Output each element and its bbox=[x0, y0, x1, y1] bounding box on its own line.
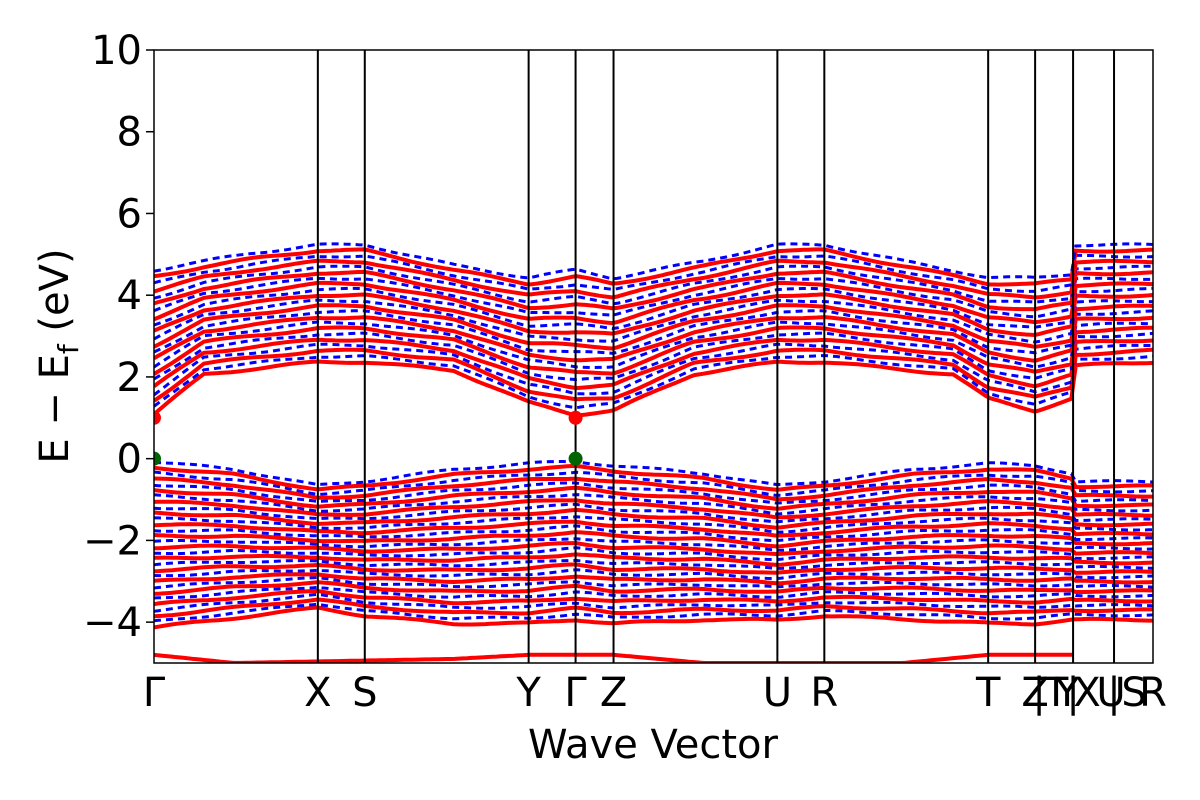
valence-band-line-18 bbox=[154, 519, 1153, 538]
x-tick-label-12: Y bbox=[1054, 670, 1080, 716]
x-tick-label-7: R bbox=[810, 670, 838, 716]
valence-band-line-15 bbox=[154, 537, 1153, 552]
conduction-band-line-13 bbox=[154, 286, 1153, 331]
x-tick-label-14: X bbox=[1073, 670, 1100, 716]
y-axis-title-unit: (eV) bbox=[32, 248, 78, 344]
conduction-band-line-15 bbox=[154, 276, 1153, 319]
valence-band-line-11 bbox=[154, 558, 1153, 570]
conduction-band-line-6 bbox=[154, 325, 1153, 376]
cbm-marker-1 bbox=[568, 410, 583, 425]
vbm-marker-0 bbox=[154, 451, 161, 466]
cbm-marker-0 bbox=[154, 410, 161, 425]
y-axis-title-main: E − E bbox=[32, 354, 78, 464]
y-tick-label-4: 4 bbox=[117, 273, 142, 319]
y-tick-label-3: 2 bbox=[117, 355, 142, 401]
y-axis-title-sub: f bbox=[52, 343, 85, 354]
x-tick-label-10: | bbox=[1032, 670, 1045, 716]
valence-band-line-14 bbox=[154, 541, 1153, 557]
conduction-band-line-11 bbox=[154, 298, 1153, 344]
x-tick-label-3: Y bbox=[515, 670, 541, 716]
conduction-band-line-5 bbox=[154, 331, 1153, 382]
x-axis-title: Wave Vector bbox=[528, 722, 779, 768]
conduction-band-line-18 bbox=[154, 258, 1153, 300]
conduction-band-line-16 bbox=[154, 269, 1153, 312]
valence-band-line-26 bbox=[154, 476, 1153, 502]
valence-band-line-5 bbox=[154, 585, 1153, 600]
x-tick-label-2: S bbox=[352, 670, 377, 716]
valence-band-line-29 bbox=[154, 460, 1153, 487]
x-tick-label-4: Γ bbox=[564, 670, 587, 716]
valence-band-line-7 bbox=[154, 575, 1153, 590]
x-tick-label-1: X bbox=[304, 670, 331, 716]
valence-band-line-22 bbox=[154, 498, 1153, 520]
conduction-band-line-21 bbox=[154, 242, 1153, 281]
band-edge-markers bbox=[154, 410, 583, 466]
valence-band-line-17 bbox=[154, 524, 1153, 543]
valence-band-line-19 bbox=[154, 515, 1153, 534]
x-tick-label-5: Z bbox=[600, 670, 627, 716]
conduction-band-line-12 bbox=[154, 292, 1153, 338]
y-tick-label-0: −4 bbox=[83, 600, 142, 646]
valence-band-line-27 bbox=[154, 470, 1153, 497]
x-tick-label-11: T bbox=[1043, 670, 1069, 716]
conduction-band-line-4 bbox=[154, 337, 1153, 391]
x-tick-label-13: | bbox=[1066, 670, 1079, 716]
y-tick-label-7: 10 bbox=[91, 28, 142, 74]
x-tick-label-8: T bbox=[975, 670, 1001, 716]
y-tick-label-6: 8 bbox=[117, 110, 142, 156]
conduction-band-line-20 bbox=[154, 247, 1153, 287]
x-tick-label-15: U bbox=[1096, 670, 1125, 716]
valence-band-line-13 bbox=[154, 546, 1153, 562]
valence-band-line-6 bbox=[154, 580, 1153, 596]
y-tick-label-1: −2 bbox=[83, 518, 142, 564]
conduction-band-line-17 bbox=[154, 264, 1153, 306]
x-axis-ticks: Γ X S Y Γ Z U R T Z|TY|XU| SR bbox=[143, 670, 1167, 716]
valence-band-line-10 bbox=[154, 562, 1153, 575]
valence-band-line-9 bbox=[154, 568, 1153, 581]
valence-band-line-2 bbox=[154, 597, 1153, 619]
plot-frame bbox=[153, 49, 1154, 664]
y-tick-label-5: 6 bbox=[117, 191, 142, 237]
conduction-band-line-9 bbox=[154, 309, 1153, 355]
conduction-band-line-3 bbox=[154, 342, 1153, 397]
conduction-band-line-10 bbox=[154, 303, 1153, 351]
valence-band-line-8 bbox=[154, 572, 1153, 586]
valence-band-line-20 bbox=[154, 507, 1153, 530]
conduction-band-line-1 bbox=[154, 354, 1153, 410]
conduction-band-line-7 bbox=[154, 320, 1153, 369]
y-axis-ticks: −4 −2 0 2 4 6 8 10 bbox=[83, 28, 154, 646]
valence-band-line-12 bbox=[154, 552, 1153, 567]
vbm-marker-1 bbox=[568, 451, 583, 466]
y-tick-label-2: 0 bbox=[117, 437, 142, 483]
valence-band-line-0 bbox=[154, 605, 1153, 630]
bands-layer bbox=[154, 242, 1153, 663]
conduction-band-line-19 bbox=[154, 253, 1153, 293]
conduction-band-line-2 bbox=[154, 347, 1153, 403]
valence-band-line-28 bbox=[154, 464, 1153, 492]
high-symmetry-lines bbox=[316, 50, 1116, 663]
valence-band-line-24 bbox=[154, 485, 1153, 511]
x-tick-label-16: | bbox=[1107, 670, 1120, 716]
y-axis-title: E − Ef (eV) bbox=[32, 248, 85, 463]
valence-band-line-4 bbox=[154, 588, 1153, 607]
x-tick-label-6: U bbox=[763, 670, 792, 716]
valence-band-line-16 bbox=[154, 530, 1153, 549]
x-tick-label-17: S bbox=[1121, 670, 1146, 716]
conduction-band-line-0 bbox=[154, 359, 1153, 418]
conduction-band-line-8 bbox=[154, 315, 1153, 363]
x-tick-label-0: Γ bbox=[143, 670, 166, 716]
x-tick-label-9: Z bbox=[1021, 670, 1048, 716]
conduction-band-line-14 bbox=[154, 280, 1153, 326]
x-tick-label-18: R bbox=[1139, 670, 1167, 716]
